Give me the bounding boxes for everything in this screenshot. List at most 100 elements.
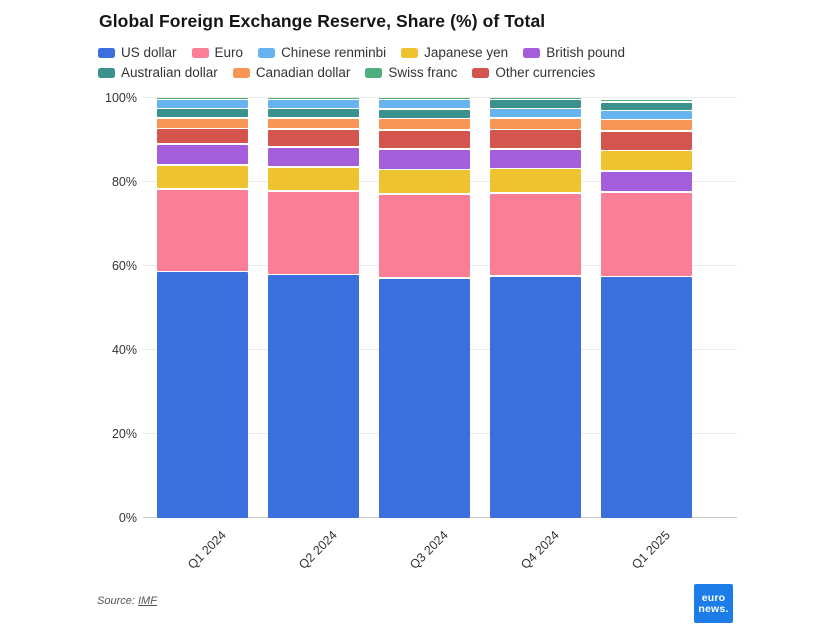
segment-chinese-renminbi bbox=[601, 111, 692, 119]
legend-swatch-icon bbox=[98, 47, 115, 58]
segment-swiss-franc bbox=[379, 98, 470, 99]
segment-swiss-franc bbox=[601, 99, 692, 102]
legend-item-australian-dollar: Australian dollar bbox=[98, 65, 218, 80]
bar-q1-2024 bbox=[157, 98, 248, 518]
legend-label: Other currencies bbox=[495, 65, 596, 80]
legend-label: Australian dollar bbox=[121, 65, 218, 80]
legend-item-canadian-dollar: Canadian dollar bbox=[232, 65, 351, 80]
legend-swatch-icon bbox=[523, 47, 541, 58]
segment-chinese-renminbi bbox=[490, 109, 581, 117]
y-tick-label-60: 60% bbox=[111, 259, 137, 273]
gridline-100 bbox=[143, 97, 737, 98]
segment-us-dollar bbox=[490, 276, 581, 518]
segment-japanese-yen bbox=[268, 168, 359, 191]
segment-canadian-dollar bbox=[490, 118, 581, 129]
legend-item-us-dollar: US dollar bbox=[98, 45, 177, 60]
legend-label: Canadian dollar bbox=[255, 65, 351, 80]
euronews-logo-line2: news. bbox=[698, 602, 729, 615]
segment-australian-dollar bbox=[157, 109, 248, 117]
legend-swatch-icon bbox=[191, 47, 209, 58]
segment-us-dollar bbox=[157, 272, 248, 518]
segment-japanese-yen bbox=[157, 165, 248, 188]
legend-swatch-icon bbox=[232, 67, 250, 78]
segment-other-currencies bbox=[490, 130, 581, 148]
plot-area: 0% 20% 40% 60% 80% 100% Q1 2024 Q2 2024 Q3 2024 Q… bbox=[105, 91, 737, 572]
legend-item-british-pound: British pound bbox=[523, 45, 625, 60]
y-tick-label-100: 100% bbox=[105, 91, 137, 105]
segment-canadian-dollar bbox=[268, 118, 359, 129]
y-tick-label-0: 0% bbox=[118, 511, 137, 525]
legend-label: Chinese renminbi bbox=[281, 45, 387, 60]
bar-q2-2024 bbox=[268, 98, 359, 518]
y-tick-label-20: 20% bbox=[111, 427, 137, 441]
legend-item-japanese-yen: Japanese yen bbox=[401, 45, 508, 60]
segment-euro bbox=[490, 193, 581, 276]
segment-chinese-renminbi bbox=[268, 100, 359, 108]
bar-q3-2024 bbox=[379, 98, 470, 518]
chart-legend: US dollar Euro Chinese renminbi Japanese ye… bbox=[98, 45, 698, 85]
segment-us-dollar bbox=[379, 278, 470, 518]
segment-swiss-franc bbox=[157, 98, 248, 99]
segment-chinese-renminbi bbox=[379, 100, 470, 109]
legend-item-other-currencies: Other currencies bbox=[472, 65, 595, 80]
source-prefix: Source: bbox=[97, 595, 135, 607]
segment-swiss-franc bbox=[268, 98, 359, 99]
segment-other-currencies bbox=[379, 130, 470, 148]
segment-us-dollar bbox=[601, 277, 692, 518]
legend-label: Swiss franc bbox=[388, 65, 458, 80]
y-tick-label-80: 80% bbox=[111, 175, 137, 189]
source-link-imf[interactable]: IMF bbox=[137, 595, 157, 607]
segment-chinese-renminbi bbox=[157, 100, 248, 108]
x-tick-label-q3-2024: Q3 2024 bbox=[406, 528, 451, 572]
segment-british-pound bbox=[601, 171, 692, 192]
segment-euro bbox=[157, 189, 248, 271]
segment-british-pound bbox=[379, 149, 470, 169]
euronews-logo: euro news. bbox=[694, 584, 733, 623]
segment-japanese-yen bbox=[379, 170, 470, 193]
chart-title: Global Foreign Exchange Reserve, Share (… bbox=[99, 11, 546, 31]
segment-swiss-franc bbox=[490, 98, 581, 99]
segment-british-pound bbox=[268, 147, 359, 167]
segment-japanese-yen bbox=[490, 169, 581, 193]
x-tick-label-q2-2024: Q2 2024 bbox=[295, 528, 340, 572]
segment-us-dollar bbox=[268, 275, 359, 518]
bar-q4-2024 bbox=[490, 98, 581, 518]
legend-label: Japanese yen bbox=[424, 45, 509, 60]
segment-canadian-dollar bbox=[157, 118, 248, 128]
segment-british-pound bbox=[157, 144, 248, 164]
segment-australian-dollar bbox=[601, 102, 692, 110]
legend-swatch-icon bbox=[472, 67, 490, 78]
segment-other-currencies bbox=[157, 129, 248, 144]
legend-row-2: Australian dollar Canadian dollar Swiss fr… bbox=[98, 65, 698, 80]
segment-australian-dollar bbox=[490, 100, 581, 108]
segment-canadian-dollar bbox=[379, 119, 470, 130]
legend-swatch-icon bbox=[258, 47, 276, 58]
segment-british-pound bbox=[490, 149, 581, 168]
legend-item-chinese-renminbi: Chinese renminbi bbox=[258, 45, 386, 60]
legend-label: Euro bbox=[214, 45, 244, 60]
segment-euro bbox=[379, 194, 470, 277]
x-tick-label-q1-2024: Q1 2024 bbox=[184, 528, 229, 572]
legend-item-euro: Euro bbox=[191, 45, 244, 60]
legend-swatch-icon bbox=[365, 67, 383, 78]
x-tick-label-q4-2024: Q4 2024 bbox=[517, 528, 562, 572]
x-tick-label-q1-2025: Q1 2025 bbox=[628, 528, 673, 572]
y-tick-label-40: 40% bbox=[111, 343, 137, 357]
legend-label: British pound bbox=[546, 45, 626, 60]
legend-item-swiss-franc: Swiss franc bbox=[365, 65, 457, 80]
segment-euro bbox=[601, 192, 692, 276]
source-line: Source: IMF bbox=[97, 595, 157, 607]
segment-canadian-dollar bbox=[601, 120, 692, 130]
segment-australian-dollar bbox=[268, 109, 359, 117]
segment-other-currencies bbox=[601, 131, 692, 150]
segment-australian-dollar bbox=[379, 109, 470, 118]
segment-euro bbox=[268, 192, 359, 274]
segment-other-currencies bbox=[268, 129, 359, 146]
legend-label: US dollar bbox=[121, 45, 177, 60]
legend-swatch-icon bbox=[98, 67, 115, 78]
euronews-logo-line1: euro bbox=[701, 592, 726, 604]
legend-row-1: US dollar Euro Chinese renminbi Japanese ye… bbox=[98, 45, 698, 60]
bar-q1-2025 bbox=[601, 98, 692, 518]
legend-swatch-icon bbox=[401, 47, 419, 58]
